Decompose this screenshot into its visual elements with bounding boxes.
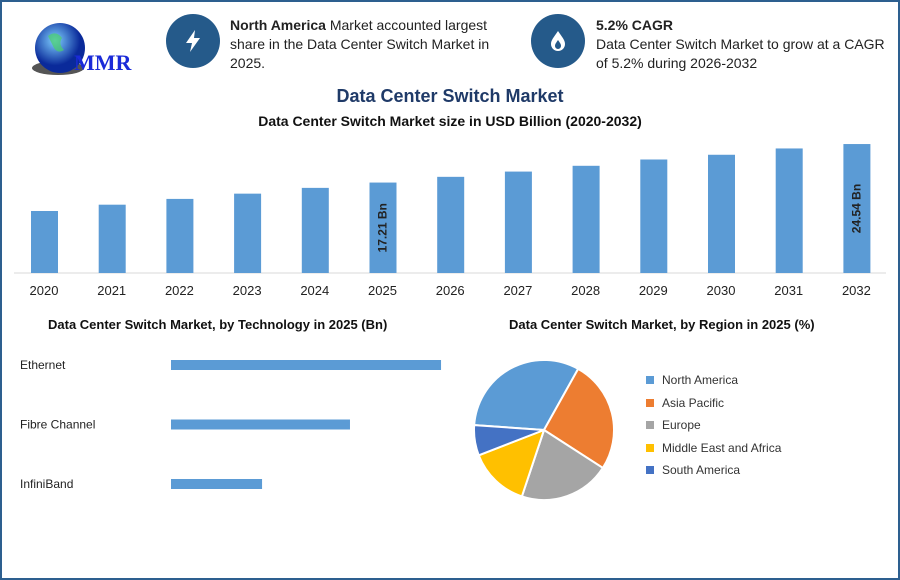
x-tick-label: 2030 xyxy=(707,283,736,298)
x-tick-label: 2020 xyxy=(30,283,59,298)
bar-2027 xyxy=(504,171,532,273)
slice-middle-east-and-africa xyxy=(477,428,546,498)
legend-label: Asia Pacific xyxy=(662,395,725,410)
bar-2030 xyxy=(708,154,735,273)
card1-text: North America Market accounted largest s… xyxy=(230,17,490,71)
x-tick-label: 2026 xyxy=(436,283,465,298)
legend-item: North America xyxy=(646,373,738,387)
bar-ethernet xyxy=(171,360,442,370)
lightning-icon xyxy=(186,30,200,52)
region-chart-title: Data Center Switch Market, by Region in … xyxy=(509,317,815,332)
bar-fibre-channel xyxy=(171,419,350,430)
bar-2024 xyxy=(301,187,329,273)
slice-asia-pacific xyxy=(542,367,615,470)
data-label: 17.21 Bn xyxy=(376,203,390,252)
slice-north-america xyxy=(473,359,580,432)
x-tick-label: 2021 xyxy=(97,283,126,298)
bar-2022 xyxy=(166,198,194,273)
technology-chart-title: Data Center Switch Market, by Technology… xyxy=(48,317,388,332)
logo: MMR xyxy=(28,18,138,78)
legend-label: South America xyxy=(662,463,741,477)
x-tick-label: 2029 xyxy=(639,283,668,298)
legend-label: Middle East and Africa xyxy=(662,440,782,455)
technology-bar-chart: Ethernet Fibre Channel InfiniBand xyxy=(20,358,442,491)
bar-2025 xyxy=(369,182,397,273)
svg-text:MMR: MMR xyxy=(74,50,133,75)
category-label: Ethernet xyxy=(20,358,66,372)
bar-2032 xyxy=(843,144,871,273)
region-pie-chart xyxy=(473,359,615,501)
legend-label: North America xyxy=(662,373,739,387)
bar-2028 xyxy=(572,165,600,273)
bar-2023 xyxy=(234,193,262,273)
bar-chart-title: Data Center Switch Market size in USD Bi… xyxy=(258,113,642,129)
market-size-bar-chart: 2020 2021 2022 2023 2024 2025 17.21 Bn 2026 2027… xyxy=(14,144,886,298)
x-tick-label: 2022 xyxy=(165,283,194,298)
x-tick-label: 2031 xyxy=(774,283,803,298)
x-tick-label: 2025 xyxy=(368,283,397,298)
category-label: InfiniBand xyxy=(20,477,73,491)
x-tick-label: 2024 xyxy=(300,283,329,298)
bar-2020 xyxy=(31,210,58,273)
x-tick-label: 2032 xyxy=(842,283,871,298)
x-tick-label: 2028 xyxy=(571,283,600,298)
legend-item: South America xyxy=(646,463,740,477)
bar-infiniband xyxy=(171,479,263,489)
legend-item: Asia Pacific xyxy=(646,396,724,410)
x-tick-label: 2027 xyxy=(503,283,532,298)
bar-2029 xyxy=(640,159,668,273)
legend-swatch xyxy=(646,398,654,407)
category-label: Fibre Channel xyxy=(20,418,95,432)
x-tick-label: 2023 xyxy=(233,283,262,298)
bar-2031 xyxy=(775,148,803,273)
legend-swatch xyxy=(646,376,654,384)
bar-2026 xyxy=(437,176,465,273)
legend-swatch xyxy=(646,466,654,474)
main-title: Data Center Switch Market xyxy=(336,86,564,106)
legend-item: Middle East and Africa xyxy=(646,441,781,455)
card1-icon-circle xyxy=(166,14,220,68)
legend-swatch xyxy=(646,421,654,429)
card2-text: 5.2% CAGR Data Center Switch Market to gr… xyxy=(596,17,885,71)
card2-icon-circle xyxy=(531,14,585,68)
slice-europe xyxy=(520,428,605,501)
legend-label: Europe xyxy=(662,418,701,432)
legend-swatch xyxy=(646,443,654,452)
legend-item: Europe xyxy=(646,418,701,432)
data-label: 24.54 Bn xyxy=(849,184,863,233)
bar-2021 xyxy=(98,204,126,273)
globe-logo-icon: MMR xyxy=(32,23,133,75)
flame-drop-icon xyxy=(551,31,565,51)
slice-south-america xyxy=(473,424,545,457)
